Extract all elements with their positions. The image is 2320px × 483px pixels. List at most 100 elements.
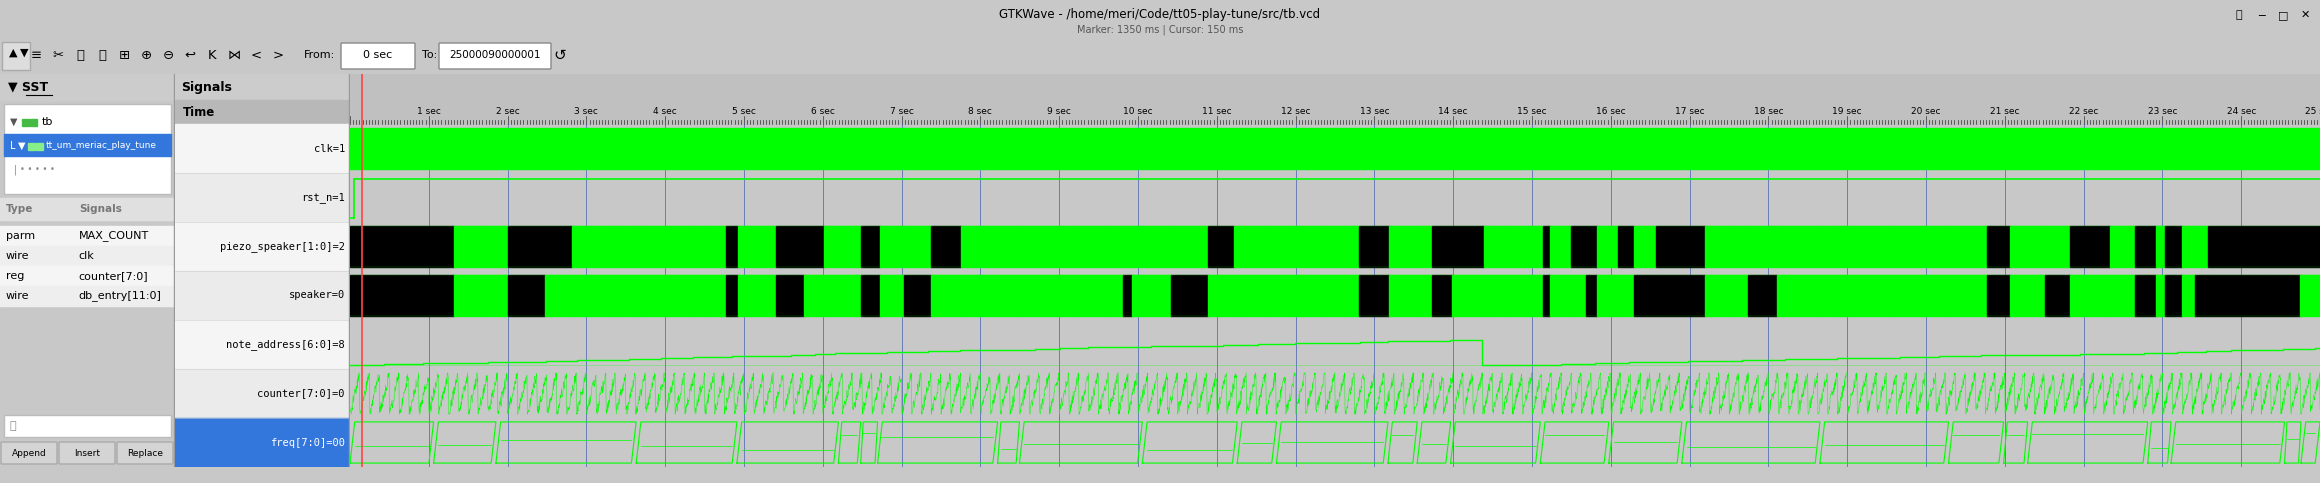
Bar <box>1264 275 1295 316</box>
Bar <box>777 226 791 267</box>
Text: 7 sec: 7 sec <box>889 108 914 116</box>
Bar <box>977 226 1018 267</box>
Bar <box>573 226 610 267</box>
Text: parm: parm <box>7 231 35 241</box>
Bar <box>1617 275 1633 316</box>
Bar <box>1390 226 1420 267</box>
Bar <box>1295 226 1320 267</box>
Bar <box>1172 275 1209 316</box>
Text: 9 sec: 9 sec <box>1046 108 1072 116</box>
Bar <box>28 143 35 150</box>
Bar <box>508 275 545 316</box>
Text: tb: tb <box>42 117 53 127</box>
Bar <box>1431 275 1452 316</box>
Text: Append: Append <box>12 449 46 457</box>
Bar <box>1234 226 1248 267</box>
Text: 21 sec: 21 sec <box>1991 108 2018 116</box>
Bar <box>2299 226 2320 267</box>
Bar <box>1485 226 1492 267</box>
Text: note_address[6:0]=8: note_address[6:0]=8 <box>227 339 346 350</box>
Bar <box>1656 226 1691 267</box>
Bar <box>691 226 708 267</box>
Bar <box>455 226 485 267</box>
Bar <box>2165 226 2181 267</box>
Bar <box>1056 226 1079 267</box>
Bar <box>1656 275 1691 316</box>
Bar <box>1079 275 1107 316</box>
Text: 5 sec: 5 sec <box>733 108 756 116</box>
Text: 23 sec: 23 sec <box>2148 108 2176 116</box>
Bar <box>1209 275 1234 316</box>
Text: ✕: ✕ <box>2301 10 2311 20</box>
Text: ⊖: ⊖ <box>162 49 174 62</box>
Bar <box>2044 275 2069 316</box>
Text: ─: ─ <box>2257 10 2264 20</box>
Bar <box>1571 275 1585 316</box>
Bar <box>1988 275 2009 316</box>
Text: reg: reg <box>7 271 26 281</box>
Bar <box>1390 275 1420 316</box>
Bar <box>1264 226 1295 267</box>
Bar <box>1248 226 1264 267</box>
Bar <box>2111 226 2134 267</box>
Bar <box>2181 226 2195 267</box>
Bar <box>1420 226 1431 267</box>
FancyBboxPatch shape <box>341 43 415 69</box>
Text: 13 sec: 13 sec <box>1360 108 1390 116</box>
Bar <box>2248 275 2269 316</box>
Bar <box>1944 275 1988 316</box>
Bar <box>1485 275 1492 316</box>
Bar <box>647 226 666 267</box>
Bar <box>1056 275 1079 316</box>
Bar <box>1543 275 1550 316</box>
Bar <box>1819 275 1840 316</box>
Bar <box>726 226 738 267</box>
Bar <box>777 275 791 316</box>
Bar <box>666 275 691 316</box>
Bar <box>485 275 508 316</box>
Text: 0 sec: 0 sec <box>364 50 392 60</box>
Bar <box>1420 275 1431 316</box>
Bar <box>1888 275 1921 316</box>
Bar <box>1944 226 1988 267</box>
Bar <box>2299 275 2320 316</box>
Bar <box>0 286 174 306</box>
Bar <box>1921 226 1944 267</box>
Bar <box>1107 275 1123 316</box>
Bar <box>174 369 350 418</box>
Text: ▼: ▼ <box>19 141 26 151</box>
Bar <box>5 104 172 194</box>
Bar <box>2181 275 2195 316</box>
Text: ⬜: ⬜ <box>97 49 107 62</box>
Bar <box>174 173 350 222</box>
Bar <box>1777 226 1819 267</box>
Bar <box>1585 275 1596 316</box>
Text: Signals: Signals <box>79 204 121 214</box>
Text: Type: Type <box>7 204 32 214</box>
Bar <box>622 226 633 267</box>
Text: tt_um_meriac_play_tune: tt_um_meriac_play_tune <box>46 142 158 151</box>
Text: Marker: 1350 ms | Cursor: 150 ms: Marker: 1350 ms | Cursor: 150 ms <box>1076 24 1244 35</box>
Bar <box>2134 275 2155 316</box>
Bar <box>610 275 622 316</box>
Bar <box>1849 275 1888 316</box>
Text: clk=1: clk=1 <box>313 143 346 154</box>
Text: 2 sec: 2 sec <box>496 108 520 116</box>
Bar <box>350 226 392 267</box>
Text: Signals: Signals <box>181 81 232 94</box>
Bar <box>2134 226 2155 267</box>
Bar <box>1617 226 1633 267</box>
Bar <box>791 275 803 316</box>
Bar <box>1840 226 1849 267</box>
Bar <box>726 275 738 316</box>
Text: From:: From: <box>304 50 336 60</box>
Bar <box>1123 275 1132 316</box>
Bar <box>824 226 861 267</box>
Bar <box>879 275 902 316</box>
Text: 11 sec: 11 sec <box>1202 108 1232 116</box>
Bar <box>1691 275 1705 316</box>
Text: ▼: ▼ <box>21 47 28 57</box>
Text: <: < <box>251 49 262 62</box>
Bar <box>1360 275 1390 316</box>
Bar <box>1596 275 1617 316</box>
